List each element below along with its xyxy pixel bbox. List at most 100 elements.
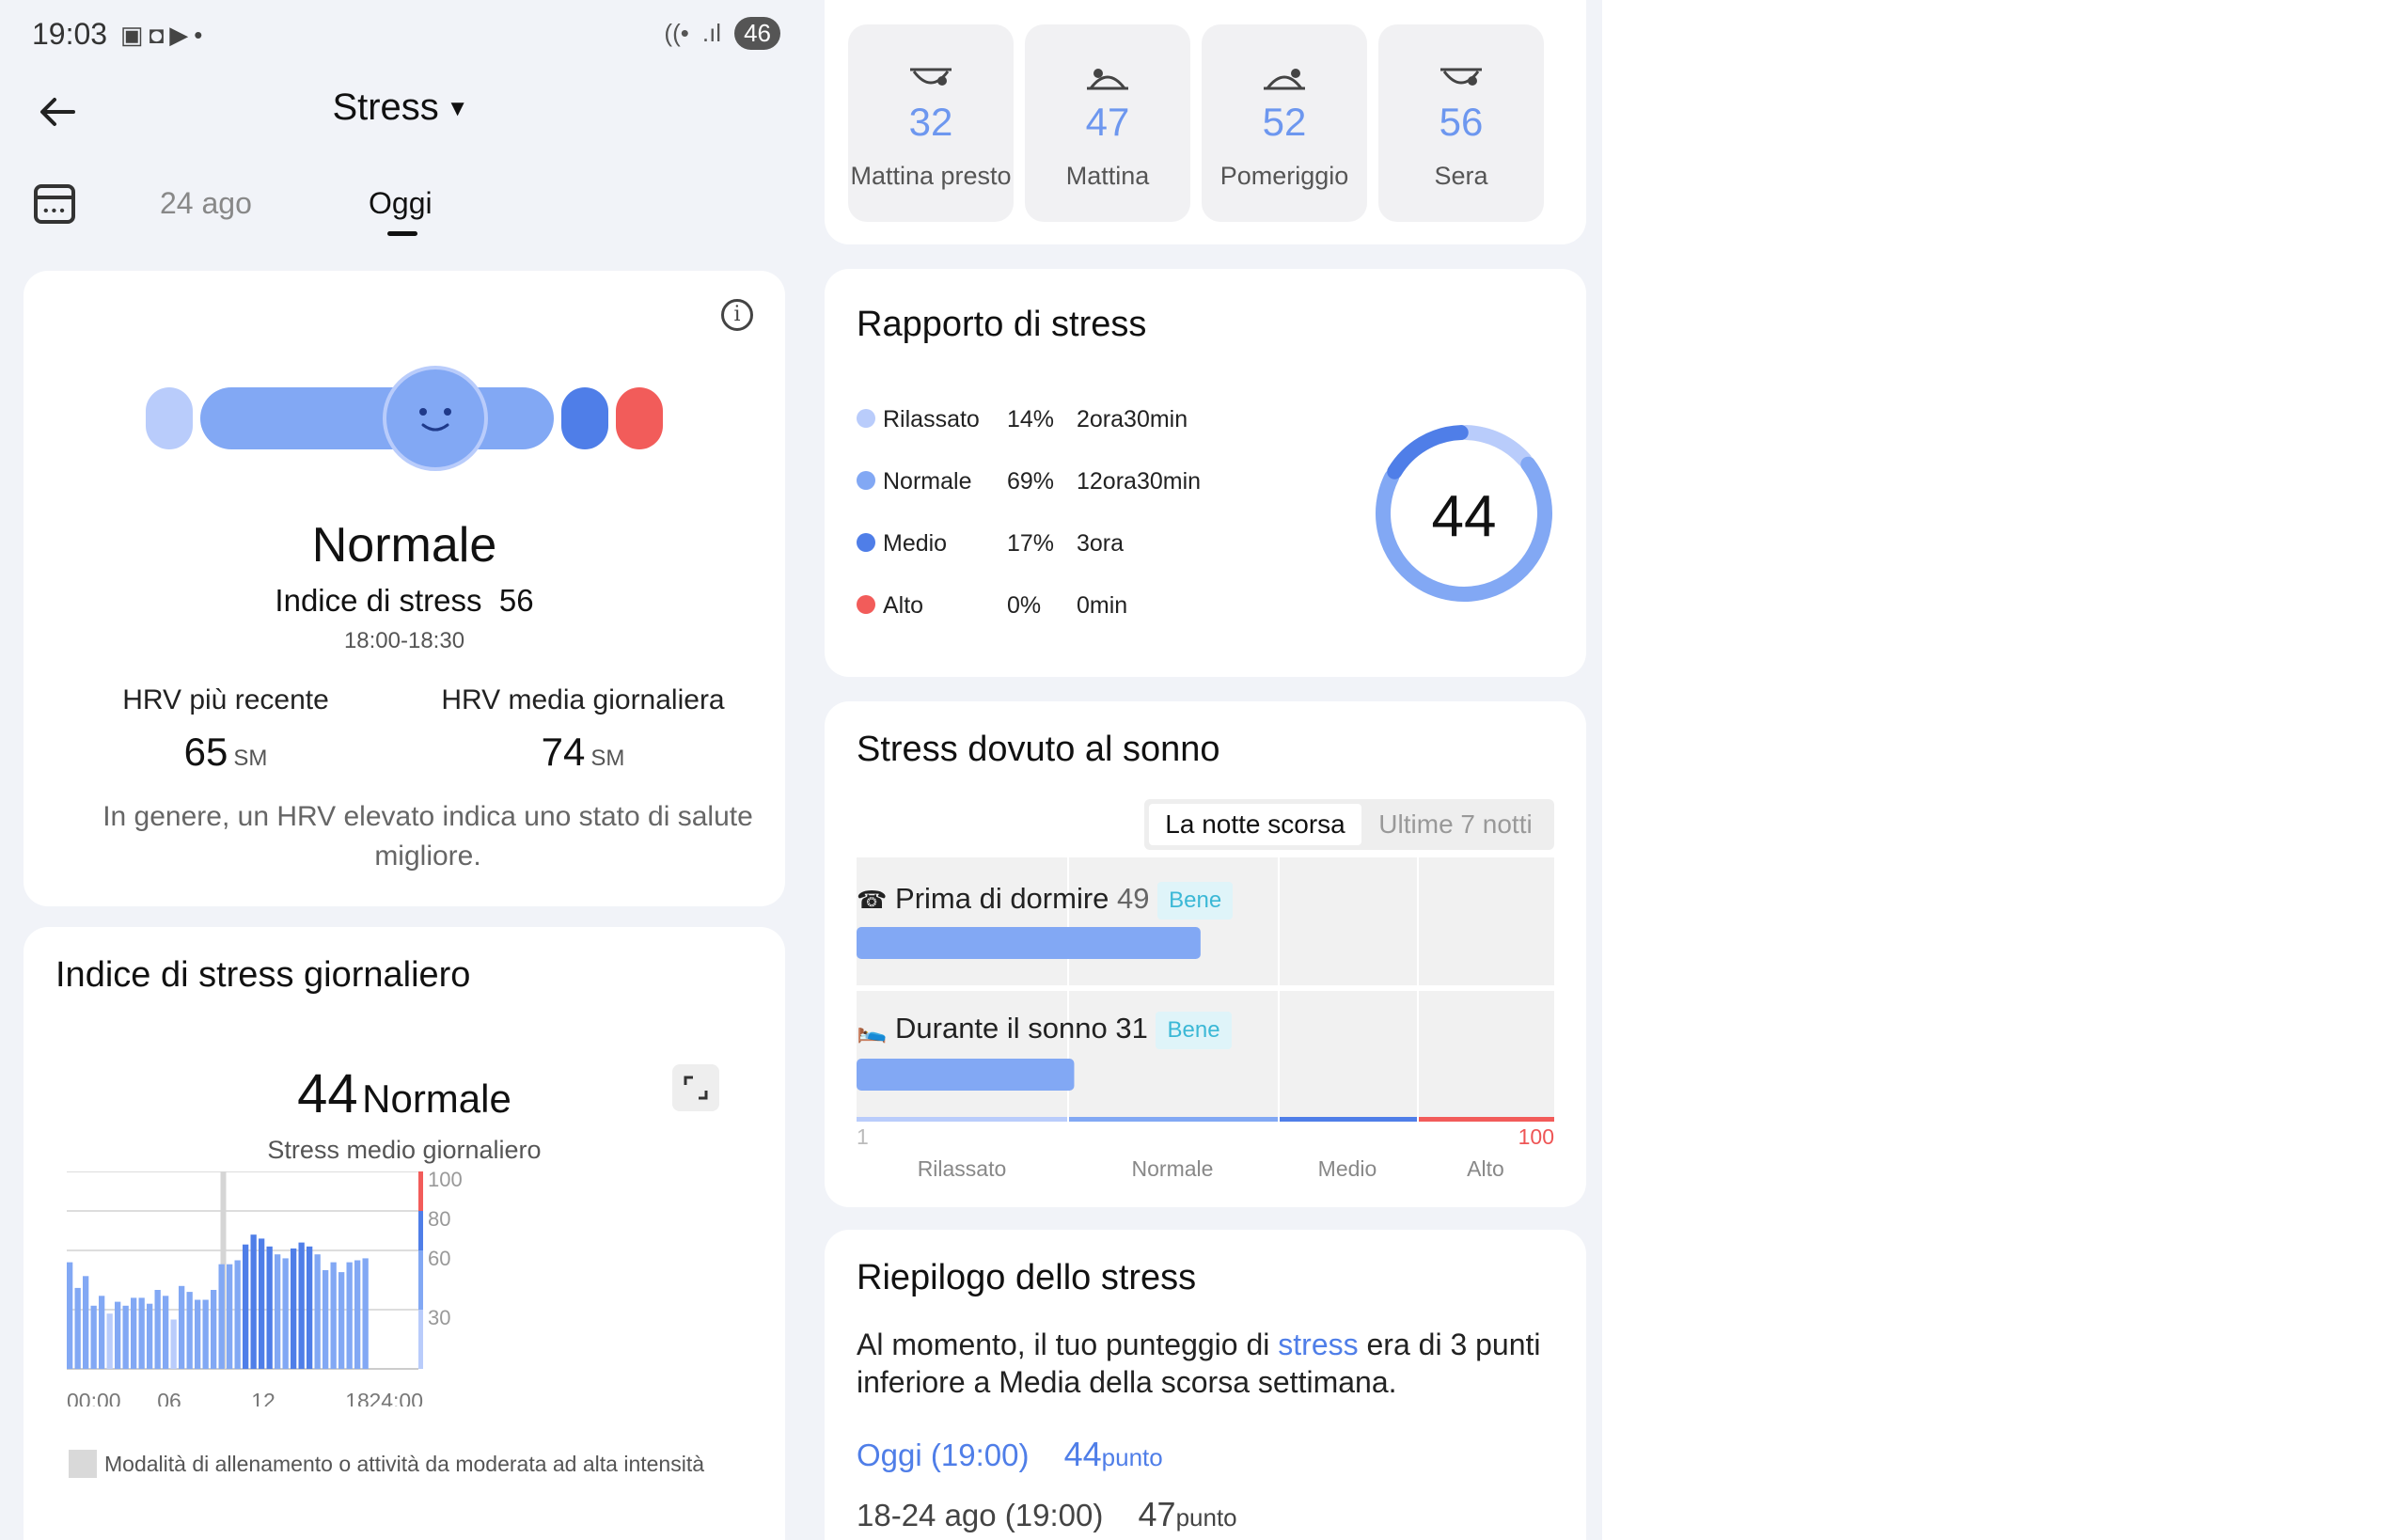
slot-value: 52 xyxy=(1262,100,1307,144)
stress-bar xyxy=(227,1264,233,1369)
band-label: Normale xyxy=(1131,1156,1214,1181)
tab-previous-day[interactable]: 24 ago xyxy=(160,186,252,220)
blank-area xyxy=(1602,0,2407,1540)
stress-bar xyxy=(106,1313,113,1369)
stress-bar xyxy=(195,1299,201,1369)
tab-underline xyxy=(387,231,417,236)
report-row-high: Alto 0% 0min xyxy=(857,592,1127,620)
x-tick-label: 24:00 xyxy=(369,1389,423,1406)
report-row-time: 2ora30min xyxy=(1077,406,1188,432)
status-icons: ▣◘▶• xyxy=(120,21,208,50)
smiley-face-icon xyxy=(383,366,488,471)
stress-bar xyxy=(234,1260,241,1369)
report-row-relaxed: Rilassato 14% 2ora30min xyxy=(857,406,1188,433)
daily-stress-card: Indice di stress giornaliero 44 Normale … xyxy=(24,927,785,1540)
report-row-medium: Medio 17% 3ora xyxy=(857,530,1124,558)
moon-horizon-icon xyxy=(1440,68,1482,86)
recap-stress-link[interactable]: stress xyxy=(1278,1328,1359,1361)
stress-bar xyxy=(250,1234,257,1369)
sleep-title: Stress dovuto al sonno xyxy=(857,730,1220,769)
band-label: Rilassato xyxy=(917,1156,1007,1181)
slot-evening[interactable]: 56 Sera xyxy=(1378,24,1544,222)
signal-icon: .ıl xyxy=(701,19,722,47)
tab-today[interactable]: Oggi xyxy=(369,186,433,220)
sleep-grid-cell xyxy=(1419,991,1554,1117)
daily-average-caption: Stress medio giornaliero xyxy=(267,1136,542,1164)
stress-bar xyxy=(67,1262,73,1369)
during-sleep-row: 🛌 Durante il sonno 31 Bene xyxy=(857,1012,1232,1049)
recap-today: Oggi (19:00) 44punto xyxy=(857,1435,1163,1474)
slot-label: Mattina presto xyxy=(850,162,1012,190)
recap-today-unit: punto xyxy=(1101,1443,1163,1471)
band-label: Medio xyxy=(1317,1156,1377,1181)
before-sleep-value: 49 xyxy=(1117,882,1150,916)
stress-bar xyxy=(74,1287,81,1369)
lamp-icon: ☎ xyxy=(857,886,888,915)
hrv-daily-number: 74 xyxy=(541,730,586,774)
sleep-band-axis xyxy=(1280,1117,1417,1122)
stress-bar xyxy=(354,1260,361,1369)
stress-bar xyxy=(163,1296,169,1369)
seg-last-7-nights[interactable]: Ultime 7 notti xyxy=(1378,809,1533,839)
slot-label: Mattina xyxy=(1065,162,1150,190)
legend-dot xyxy=(857,409,875,429)
gauge-relaxed xyxy=(146,387,193,449)
sleep-band-axis xyxy=(1419,1117,1554,1122)
before-sleep-badge: Bene xyxy=(1157,882,1234,919)
stress-bar xyxy=(83,1276,89,1369)
calendar-icon[interactable]: ••• xyxy=(34,184,75,224)
daily-stress-chart: 100 80 60 30 00:00 06 12 18 24:00 xyxy=(67,1171,463,1406)
slot-label: Pomeriggio xyxy=(1219,162,1349,190)
band-axis-normale xyxy=(418,1250,423,1310)
sleep-stress-card: Stress dovuto al sonno La notte scorsa U… xyxy=(825,701,1586,1207)
band-label: Alto xyxy=(1467,1156,1504,1181)
stress-recap-card: Riepilogo dello stress Al momento, il tu… xyxy=(825,1230,1586,1540)
stress-bar xyxy=(179,1285,185,1369)
stress-bar xyxy=(330,1262,337,1369)
sleep-band-axis xyxy=(1069,1117,1278,1122)
stress-index-value: 56 xyxy=(498,583,534,618)
x-tick-label: 12 xyxy=(251,1389,275,1406)
slot-value: 56 xyxy=(1439,100,1484,144)
report-row-pct: 14% xyxy=(1007,406,1055,432)
slot-morning[interactable]: 47 Mattina xyxy=(1025,24,1190,222)
stress-bar xyxy=(90,1305,97,1369)
back-arrow-icon[interactable] xyxy=(34,88,81,135)
recap-week-unit: punto xyxy=(1175,1503,1237,1532)
recap-today-value: 44 xyxy=(1063,1435,1102,1473)
stress-bar xyxy=(186,1292,193,1369)
ring-slice-normale xyxy=(1376,456,1552,602)
y-tick-label: 60 xyxy=(428,1247,450,1270)
x-tick-label: 18 xyxy=(345,1389,370,1406)
status-time: 19:03 xyxy=(32,17,108,51)
report-row-pct: 17% xyxy=(1007,530,1055,557)
report-row-name: Alto xyxy=(883,592,924,619)
x-tick-label: 00:00 xyxy=(67,1389,121,1406)
recap-today-label: Oggi (19:00) xyxy=(857,1438,1030,1472)
info-icon[interactable]: i xyxy=(721,299,753,331)
stress-bar xyxy=(147,1303,153,1369)
expand-icon xyxy=(684,1076,708,1100)
sleep-scale-min: 1 xyxy=(857,1124,869,1149)
slot-afternoon[interactable]: 52 Pomeriggio xyxy=(1202,24,1367,222)
legend-dot xyxy=(857,533,875,553)
hrv-note: In genere, un HRV elevato indica uno sta… xyxy=(102,801,753,872)
legend-dot xyxy=(857,471,875,491)
hrv-recent-number: 65 xyxy=(183,730,228,774)
gauge-medium xyxy=(561,387,608,449)
training-footnote: Modalità di allenamento o attività da mo… xyxy=(104,1452,705,1476)
sunrise-icon xyxy=(1087,69,1128,90)
slot-early-morning[interactable]: 32 Mattina presto xyxy=(848,24,1014,222)
youtube-icon: ▶ xyxy=(169,21,195,49)
daily-average-label: Normale xyxy=(362,1076,511,1121)
stress-bar xyxy=(202,1299,209,1369)
stress-bar xyxy=(362,1258,369,1369)
band-axis-medio xyxy=(418,1211,423,1250)
expand-button[interactable] xyxy=(672,1064,719,1111)
caret-down-icon: ▼ xyxy=(446,96,469,122)
page-title[interactable]: Stress ▼ xyxy=(0,86,801,129)
daily-average: 44 Normale xyxy=(24,1062,785,1125)
seg-last-night[interactable]: La notte scorsa xyxy=(1149,804,1361,845)
during-sleep-badge: Bene xyxy=(1156,1012,1232,1049)
recap-text: Al momento, il tuo punteggio di stress e… xyxy=(857,1326,1590,1401)
